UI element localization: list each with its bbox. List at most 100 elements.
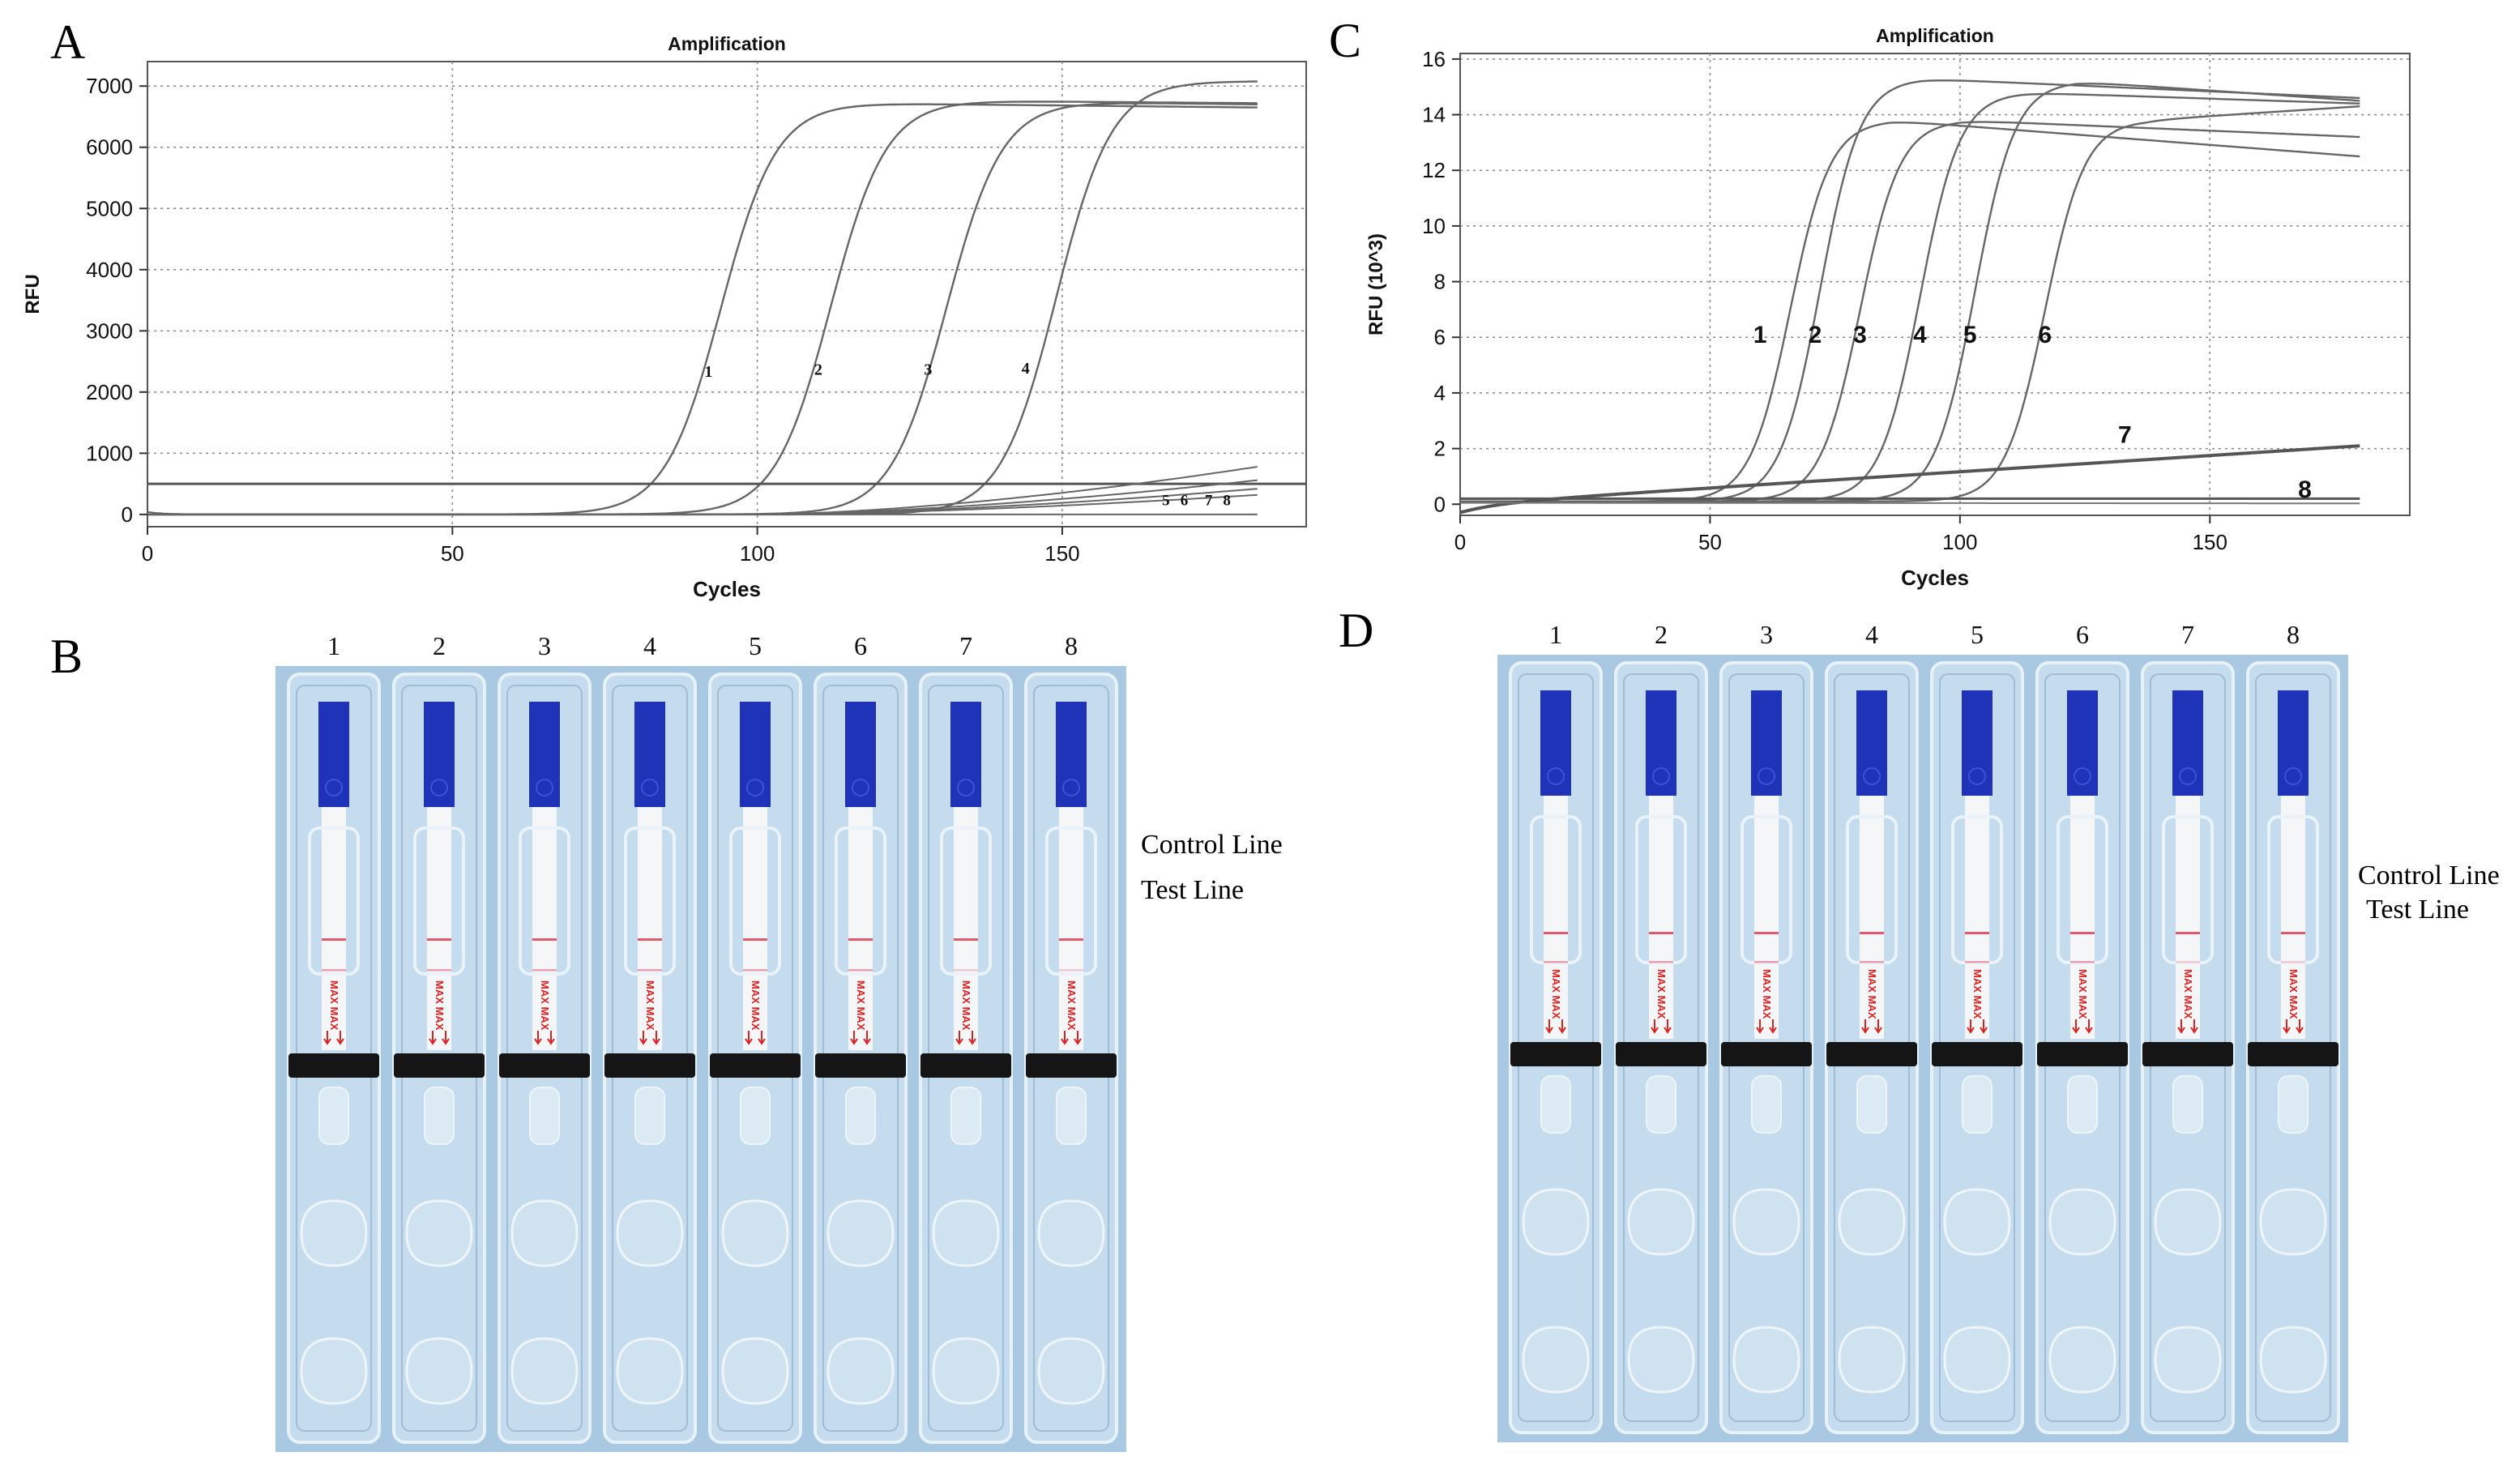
chamber-neck xyxy=(1751,1075,1782,1134)
chamber-bulb xyxy=(1732,1326,1800,1394)
control-line xyxy=(848,938,873,941)
chamber-neck xyxy=(1856,1075,1887,1134)
test-line xyxy=(1965,961,1989,963)
control-line xyxy=(2176,932,2200,934)
chamber-bulb xyxy=(1037,1199,1105,1267)
control-line xyxy=(743,938,767,941)
strip-cap-mark xyxy=(1758,767,1775,785)
chamber-neck xyxy=(529,1087,560,1145)
panel-label-a: A xyxy=(50,15,86,69)
control-line xyxy=(1754,932,1779,934)
strip-max-text: MAX MAX xyxy=(2077,969,2089,1019)
x-tick-label: 50 xyxy=(1698,530,1722,554)
series-line-7 xyxy=(1460,444,2360,515)
y-tick-label: 6 xyxy=(1434,325,1446,349)
test-line xyxy=(2070,961,2095,963)
test-line xyxy=(2281,961,2305,963)
series-line-8 xyxy=(147,466,1258,515)
y-tick-label: 8 xyxy=(1434,270,1446,294)
strip-cap-mark xyxy=(325,779,343,797)
strip-cap xyxy=(1962,690,1993,796)
test-line xyxy=(743,969,767,972)
x-tick-label: 50 xyxy=(441,541,464,566)
chamber-bulb xyxy=(405,1199,473,1267)
y-tick-label: 4000 xyxy=(86,258,133,282)
y-axis-label: RFU xyxy=(22,274,44,314)
lane-number: 5 xyxy=(1971,620,1984,649)
strip-arrow xyxy=(1756,1019,1764,1034)
x-tick-label: 100 xyxy=(740,541,775,566)
series-label-4: 4 xyxy=(1022,360,1030,378)
chamber-neck xyxy=(950,1087,981,1145)
strip-window xyxy=(729,826,781,976)
chamber-bulb xyxy=(1522,1188,1590,1256)
test-line xyxy=(1754,961,1779,963)
y-tick-label: 7000 xyxy=(86,74,133,98)
strip-arrow xyxy=(1861,1019,1869,1034)
control-line xyxy=(1860,932,1884,934)
clamp xyxy=(920,1053,1011,1078)
strip-arrow xyxy=(652,1031,660,1045)
chamber-bulb xyxy=(2048,1326,2116,1394)
strip-arrow xyxy=(442,1031,450,1045)
strip-cap xyxy=(2067,690,2098,796)
control-line xyxy=(1649,932,1673,934)
chamber-bulb xyxy=(2259,1188,2327,1256)
lane-number: 3 xyxy=(1760,620,1773,649)
control-line xyxy=(954,938,978,941)
strip-arrow xyxy=(547,1031,555,1045)
chamber-bulb xyxy=(1943,1326,2011,1394)
flat-series-label-5: 5 xyxy=(1162,492,1170,509)
strip-arrow xyxy=(863,1031,871,1045)
clamp xyxy=(288,1053,379,1078)
strip-max-text: MAX MAX xyxy=(1550,969,1562,1019)
strip-cap xyxy=(1056,702,1087,807)
control-line-label-b: Control Line xyxy=(1141,830,1283,860)
strip-window xyxy=(940,826,992,976)
strip-body xyxy=(1649,796,1673,1039)
y-tick-label: 10 xyxy=(1422,214,1446,238)
chamber-bulb xyxy=(721,1199,789,1267)
series-label-2: 2 xyxy=(1809,322,1822,348)
chamber-bulb xyxy=(932,1199,1000,1267)
strip-cap xyxy=(2278,690,2309,796)
strip-arrow xyxy=(745,1031,753,1045)
strip-max-text: MAX MAX xyxy=(960,980,972,1031)
lane-number: 4 xyxy=(643,631,656,660)
series-label-4: 4 xyxy=(1913,322,1927,348)
strip-window xyxy=(519,826,570,976)
strip-arrow xyxy=(2085,1019,2093,1034)
test-line xyxy=(638,969,662,972)
chamber-bulb xyxy=(2259,1326,2327,1394)
strip-cap-mark xyxy=(957,779,975,797)
y-tick-label: 5000 xyxy=(86,196,133,220)
chamber-bulb xyxy=(721,1337,789,1405)
strip-body xyxy=(2176,796,2200,1039)
control-line xyxy=(2281,932,2305,934)
control-line-label-d: Control Line xyxy=(2358,861,2500,891)
strip-arrow xyxy=(758,1031,766,1045)
strip-arrow xyxy=(1980,1019,1988,1034)
strip-body xyxy=(322,807,346,1050)
control-line xyxy=(322,938,346,941)
plot-area xyxy=(147,61,1307,527)
baseline-line xyxy=(1460,502,2360,505)
strip-arrow xyxy=(1651,1019,1659,1034)
flat-series-label-6: 6 xyxy=(1181,492,1189,509)
strip-cap xyxy=(1856,690,1887,796)
lane-number: 5 xyxy=(749,631,762,660)
strip-cap xyxy=(318,702,349,807)
series-label-6: 6 xyxy=(2038,322,2052,348)
lane-number: 8 xyxy=(2287,620,2300,649)
lane-number: 7 xyxy=(2181,620,2194,649)
strip-cap-mark xyxy=(1062,779,1080,797)
strip-arrow xyxy=(1558,1019,1566,1034)
strip-arrow xyxy=(2177,1019,2185,1034)
x-tick-label: 150 xyxy=(2193,530,2227,554)
strip-body xyxy=(2070,796,2095,1039)
y-tick-label: 12 xyxy=(1422,158,1446,182)
strip-body xyxy=(1059,807,1083,1050)
strip-window xyxy=(413,826,465,976)
strip-max-text: MAX MAX xyxy=(2182,969,2194,1019)
strip-arrow xyxy=(639,1031,647,1045)
